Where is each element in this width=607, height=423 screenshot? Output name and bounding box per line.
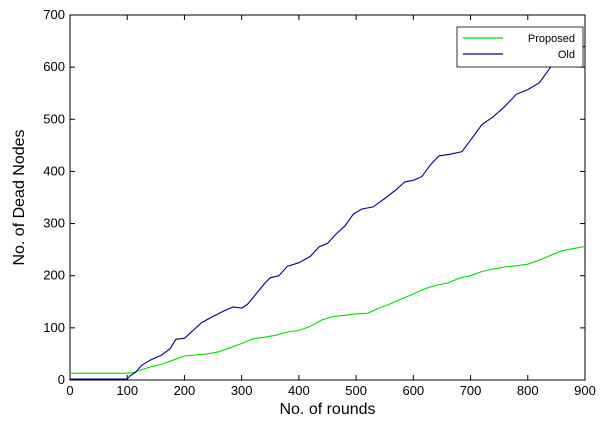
y-tick-label: 100 [43, 320, 65, 335]
legend: Proposed Old [456, 26, 584, 68]
x-tick-label: 500 [345, 383, 367, 398]
y-tick-label: 300 [43, 216, 65, 231]
x-tick-label: 100 [116, 383, 138, 398]
y-tick-label: 0 [58, 372, 65, 387]
legend-label-proposed: Proposed [528, 33, 575, 45]
y-tick-label: 500 [43, 111, 65, 126]
x-tick-label: 200 [174, 383, 196, 398]
series-line-old [70, 45, 586, 380]
plot-background [69, 14, 586, 381]
legend-box [456, 26, 584, 68]
y-tick-label: 700 [43, 7, 65, 22]
y-tick-label: 200 [43, 268, 65, 283]
x-tick-label: 700 [460, 383, 482, 398]
series-layer [70, 45, 586, 380]
series-line-proposed [70, 245, 586, 374]
x-tick-label: 300 [231, 383, 253, 398]
y-tick-label: 400 [43, 163, 65, 178]
x-tick-label: 600 [402, 383, 424, 398]
legend-label-old: Old [558, 49, 575, 61]
y-tick-label: 600 [43, 59, 65, 74]
y-axis-label: No. of Dead Nodes [11, 129, 28, 265]
x-tick-label: 800 [517, 383, 539, 398]
x-axis-label: No. of rounds [279, 401, 375, 418]
x-tick-label: 400 [288, 383, 310, 398]
x-tick-label: 0 [66, 383, 73, 398]
ticks-layer: 0 100 200 300 400 500 600 700 800 900 0 100 200 300 40… [43, 7, 596, 398]
x-tick-label: 900 [574, 383, 596, 398]
